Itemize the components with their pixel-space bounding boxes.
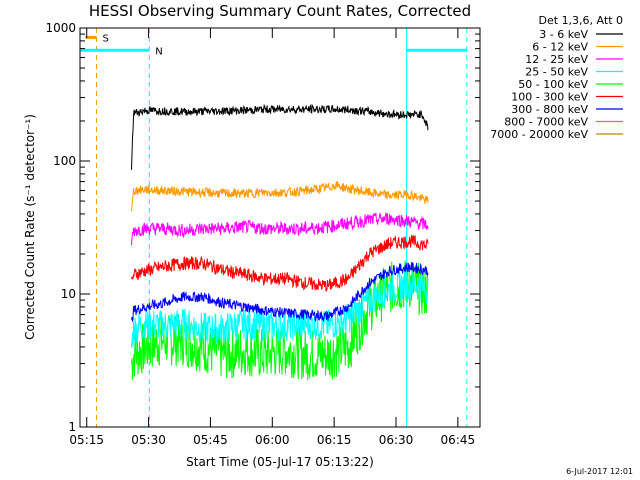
flag-label-n: N: [155, 46, 162, 57]
x-tick-label: 05:30: [131, 433, 166, 447]
x-tick-label: 05:45: [193, 433, 228, 447]
y-tick-label: 100: [53, 154, 76, 168]
legend-label: 100 - 300 keV: [511, 91, 588, 104]
chart-title: HESSI Observing Summary Count Rates, Cor…: [89, 2, 471, 20]
tick-labels: 1000 100 10 105:15 05:30 05:45 06:00 06:15 06:30…: [45, 21, 475, 447]
y-axis-label: Corrected Count Rate (s⁻¹ detector⁻¹): [23, 114, 37, 340]
axes-frame: [79, 27, 481, 428]
series-line-300-800-kev: [131, 262, 429, 323]
series-line-100-300-kev: [131, 234, 429, 292]
y-tick-label: 1: [68, 420, 76, 434]
series-line-6-12-kev: [131, 181, 429, 212]
legend-label: 3 - 6 keV: [539, 28, 588, 41]
legend-label: 300 - 800 keV: [511, 103, 588, 116]
y-tick-label: 1000: [45, 21, 76, 35]
series-line-3-6-kev: [131, 103, 429, 170]
series-layer: [131, 103, 429, 381]
legend-label: 12 - 25 keV: [525, 53, 588, 66]
x-tick-label: 06:00: [255, 433, 290, 447]
flag-label-s: S: [102, 33, 108, 44]
x-tick-label: 06:30: [379, 433, 414, 447]
footer-timestamp: 6-Jul-2017 12:01: [566, 467, 633, 476]
series-line-12-25-kev: [131, 211, 429, 246]
legend-label: 7000 - 20000 keV: [490, 128, 588, 141]
legend-header: Det 1,3,6, Att 0: [539, 14, 623, 27]
legend-label: 6 - 12 keV: [532, 41, 588, 54]
legend-label: 800 - 7000 keV: [504, 116, 588, 129]
x-tick-label: 06:15: [317, 433, 352, 447]
legend-label: 50 - 100 keV: [518, 78, 588, 91]
legend-label: 25 - 50 keV: [525, 66, 588, 79]
series-line-50-100-kev: [131, 260, 429, 381]
y-tick-label: 10: [61, 287, 76, 301]
x-tick-label: 05:15: [69, 433, 104, 447]
x-axis-label: Start Time (05-Jul-17 05:13:22): [186, 455, 374, 469]
plot-frame: [79, 27, 481, 428]
x-tick-label: 06:45: [441, 433, 476, 447]
